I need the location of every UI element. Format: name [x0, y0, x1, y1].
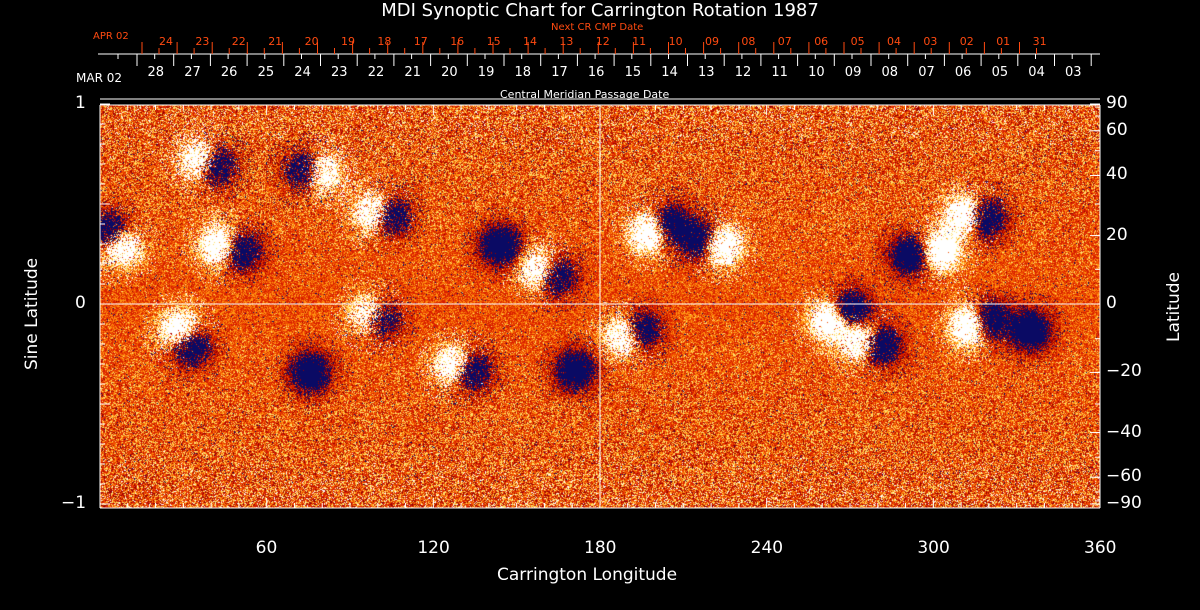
next-cr-date-label: 07 [777, 35, 792, 48]
next-cr-date-label: 08 [741, 35, 756, 48]
next-cr-date-label: 22 [231, 35, 246, 48]
cmp-date-label: 15 [624, 65, 642, 80]
cmp-date-label: 14 [661, 65, 678, 80]
y-axis-label-right: Latitude [1164, 272, 1184, 342]
next-cr-axis-label: Next CR CMP Date [551, 22, 644, 33]
next-cr-date-label: 13 [559, 35, 574, 48]
y-tick-label-left: 1 [75, 93, 86, 113]
cmp-date-label: 24 [294, 65, 311, 80]
x-tick-label: 180 [584, 538, 617, 558]
y-tick-label-right: 20 [1106, 224, 1128, 245]
x-tick-label: 120 [417, 538, 450, 558]
cmp-date-label: 16 [587, 65, 605, 80]
cmp-date-label: 13 [698, 65, 715, 80]
x-tick-label: 300 [917, 538, 950, 558]
cmp-date-label: 27 [184, 65, 201, 80]
next-cr-date-label: 20 [304, 35, 319, 48]
cmp-date-label: 19 [477, 65, 495, 80]
x-tick-label: 60 [255, 538, 278, 558]
cmp-date-label: 10 [808, 65, 825, 80]
next-cr-date-label: 11 [632, 35, 647, 48]
next-cr-date-label: 12 [595, 35, 610, 48]
y-tick-label-right: 60 [1106, 119, 1128, 140]
y-tick-label-right: −90 [1106, 493, 1142, 513]
next-cr-date-label: 16 [450, 35, 465, 48]
cmp-date-label: 23 [331, 65, 348, 80]
cmp-date-label: 20 [441, 65, 458, 80]
next-cr-date-label: 31 [1032, 35, 1047, 48]
next-cr-date-label: 05 [850, 35, 865, 48]
cmp-date-label: 11 [771, 65, 788, 80]
cmp-date-label: 25 [257, 65, 275, 80]
y-tick-label-right: 40 [1106, 164, 1128, 185]
next-cr-date-label: 21 [268, 35, 283, 48]
next-cr-date-label: 01 [996, 35, 1011, 48]
next-cr-date-label: 10 [668, 35, 683, 48]
next-cr-date-label: 17 [413, 35, 428, 48]
cmp-date-label: 22 [367, 65, 385, 80]
y-tick-label-right: −40 [1106, 421, 1142, 442]
next-cr-date-label: 02 [959, 35, 974, 48]
cmp-date-label: 06 [954, 65, 972, 80]
y-tick-label-right: 90 [1106, 93, 1128, 113]
cmp-date-label: 04 [1028, 65, 1045, 80]
x-tick-label: 240 [750, 538, 784, 558]
next-cr-date-label: 06 [814, 35, 829, 48]
next-cr-date-label: 19 [341, 35, 355, 48]
cmp-date-label: 03 [1065, 65, 1082, 80]
y-tick-label-left: 0 [75, 293, 86, 313]
chart-title: MDI Synoptic Chart for Carrington Rotati… [381, 0, 819, 21]
next-cr-date-label: 18 [377, 35, 392, 48]
cmp-start-label: MAR 02 [76, 71, 122, 85]
x-tick-label: 360 [1084, 538, 1117, 558]
cmp-date-label: 17 [551, 65, 568, 80]
next-cr-date-label: 09 [705, 35, 719, 48]
cmp-axis-label: Central Meridian Passage Date [500, 88, 670, 101]
next-cr-date-label: 24 [159, 35, 173, 48]
next-cr-date-label: 03 [923, 35, 938, 48]
next-cr-date-label: 15 [486, 35, 501, 48]
cmp-date-label: 28 [147, 65, 165, 80]
next-cr-date-label: 23 [195, 35, 210, 48]
cmp-date-label: 26 [220, 65, 238, 80]
next-cr-date-label: 04 [887, 35, 901, 48]
next-cr-start-label: APR 02 [93, 31, 129, 42]
next-cr-date-label: 14 [523, 35, 537, 48]
cmp-date-label: 12 [734, 65, 752, 80]
y-tick-label-left: −1 [61, 493, 87, 513]
cmp-date-label: 18 [514, 65, 532, 80]
x-axis-label: Carrington Longitude [497, 565, 678, 585]
y-tick-label-right: −60 [1106, 466, 1142, 487]
y-tick-label-right: 0 [1106, 293, 1117, 313]
cmp-date-label: 08 [881, 65, 899, 80]
y-axis-label-left: Sine Latitude [22, 257, 42, 370]
cmp-date-label: 09 [844, 65, 862, 80]
cmp-date-label: 21 [404, 65, 421, 80]
y-tick-label-right: −20 [1106, 361, 1142, 382]
cmp-date-label: 07 [918, 65, 935, 80]
cmp-date-label: 05 [991, 65, 1009, 80]
